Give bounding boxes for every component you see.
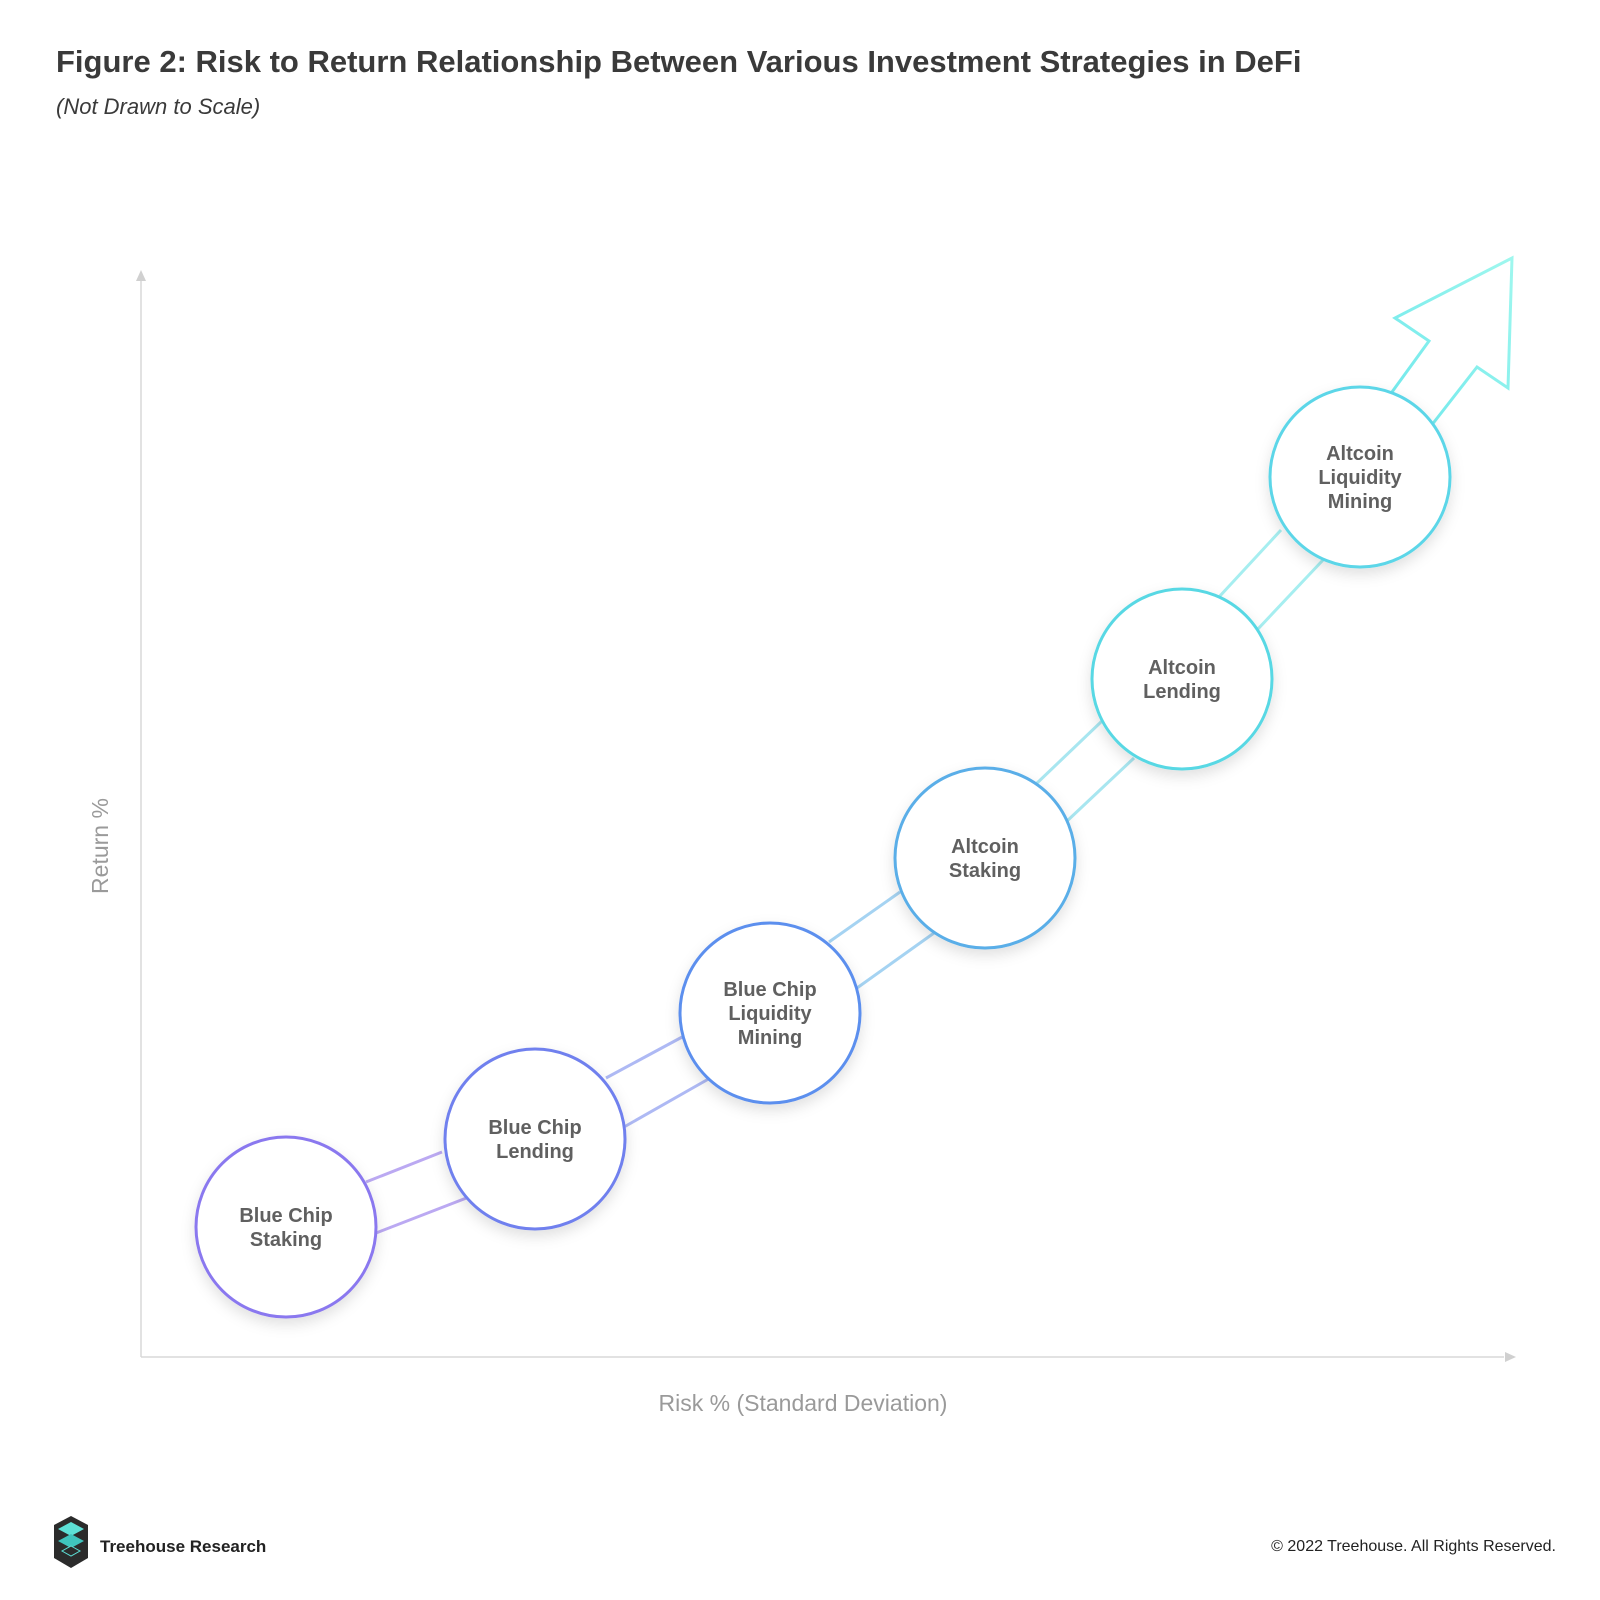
strategy-node-circle [1268, 385, 1452, 569]
strategy-node-circle [893, 766, 1077, 950]
y-axis [136, 270, 146, 1357]
y-axis-label: Return % [87, 798, 113, 894]
treehouse-logo-icon [54, 1516, 88, 1573]
strategy-node-label: Staking [250, 1229, 322, 1251]
strategy-node-circle [443, 1047, 627, 1231]
connector-edge [375, 1195, 470, 1235]
connector-edge [1033, 719, 1104, 787]
figure-title: Figure 2: Risk to Return Relationship Be… [56, 44, 1302, 79]
x-axis [141, 1352, 1516, 1362]
y-axis-arrow-icon [136, 270, 146, 281]
footer-brand: Treehouse Research [100, 1537, 267, 1556]
connector-edge [623, 1075, 713, 1129]
trend-arrow-icon [1390, 255, 1514, 427]
x-axis-arrow-icon [1505, 1352, 1516, 1362]
connector-edge [365, 1150, 443, 1184]
strategy-node-label: Lending [1143, 681, 1221, 703]
strategy-node-circle [194, 1135, 378, 1319]
strategy-node-label: Altcoin [1326, 443, 1394, 465]
connector-edge [828, 890, 901, 944]
strategy-node-label: Blue Chip [723, 979, 816, 1001]
strategy-node-label: Liquidity [728, 1003, 812, 1025]
strategy-node-label: Altcoin [1148, 657, 1216, 679]
strategy-node-label: Liquidity [1318, 467, 1402, 489]
connector-edge [1217, 528, 1283, 599]
strategy-node-circle [678, 921, 862, 1105]
footer-copyright: © 2022 Treehouse. All Rights Reserved. [1271, 1538, 1556, 1555]
connector-edge [1255, 558, 1325, 632]
strategy-node-label: Mining [1328, 491, 1392, 513]
figure-subtitle: (Not Drawn to Scale) [56, 94, 261, 119]
connector-band [365, 528, 1325, 1235]
strategy-node-circle [1090, 587, 1274, 771]
connector-edge [1064, 756, 1136, 824]
connector-edge [856, 931, 935, 990]
x-axis-label: Risk % (Standard Deviation) [659, 1390, 948, 1416]
connector-edge [605, 1034, 685, 1080]
strategy-node-label: Lending [496, 1141, 574, 1163]
strategy-node-label: Altcoin [951, 836, 1019, 858]
strategy-node-label: Mining [738, 1027, 802, 1049]
strategy-node-label: Blue Chip [488, 1117, 581, 1139]
strategy-node-label: Blue Chip [239, 1205, 332, 1227]
strategy-node-label: Staking [949, 860, 1021, 882]
